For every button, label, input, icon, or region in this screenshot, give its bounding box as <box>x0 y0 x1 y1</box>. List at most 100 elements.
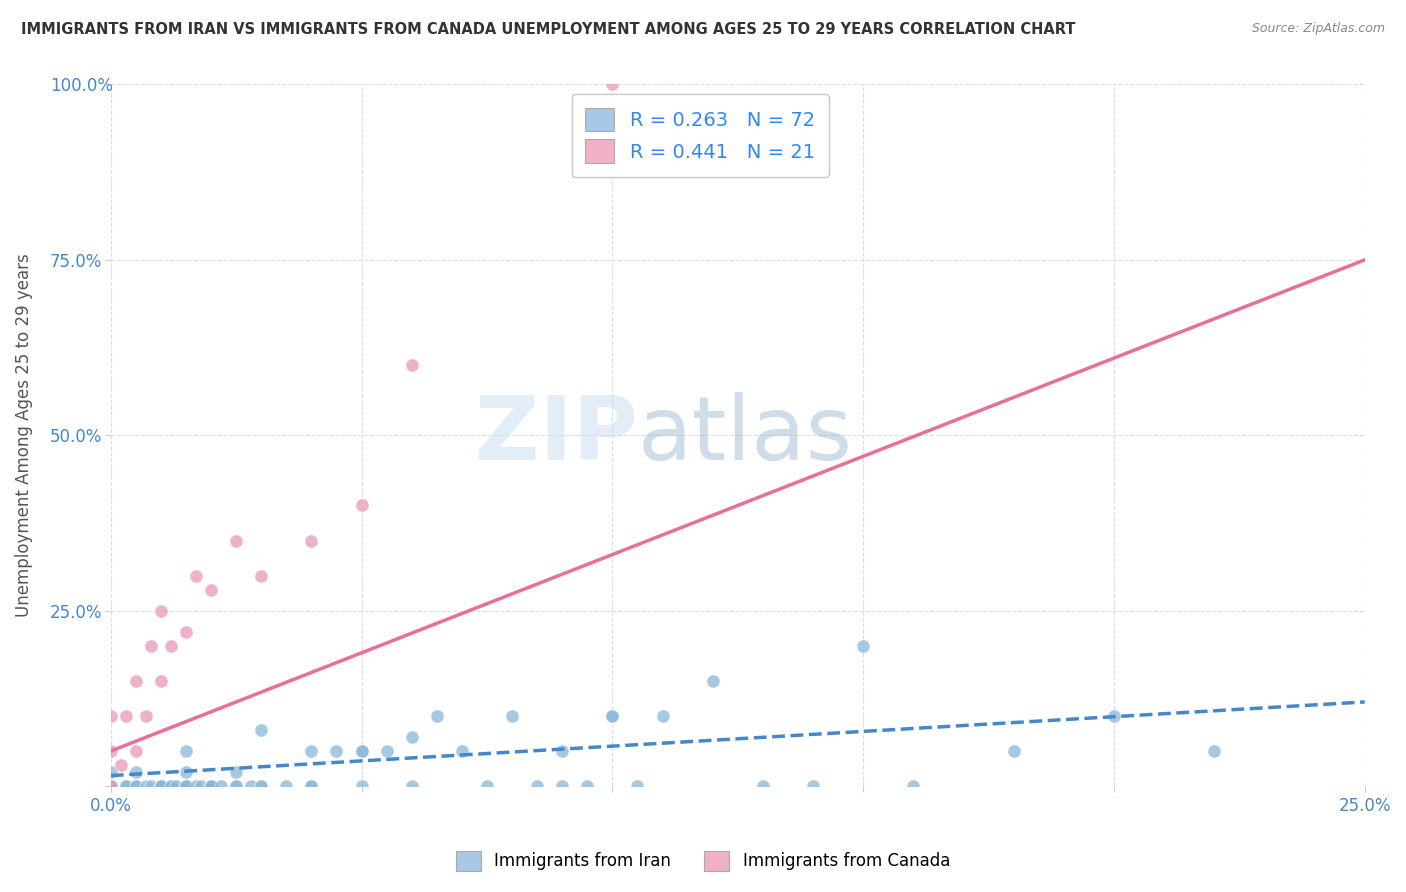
Point <box>110 758 132 772</box>
Point <box>240 779 263 793</box>
Point <box>125 673 148 688</box>
Point <box>752 779 775 793</box>
Point <box>250 779 273 793</box>
Point <box>225 533 247 548</box>
Point <box>475 779 498 793</box>
Point <box>125 779 148 793</box>
Point <box>135 709 157 723</box>
Text: ZIP: ZIP <box>475 392 637 479</box>
Point <box>299 779 322 793</box>
Point <box>626 779 648 793</box>
Point <box>174 765 197 780</box>
Y-axis label: Unemployment Among Ages 25 to 29 years: Unemployment Among Ages 25 to 29 years <box>15 253 32 617</box>
Point <box>350 744 373 758</box>
Point <box>401 779 423 793</box>
Point <box>149 779 172 793</box>
Point <box>1204 744 1226 758</box>
Point <box>299 533 322 548</box>
Point <box>200 779 222 793</box>
Point <box>149 779 172 793</box>
Point <box>426 709 449 723</box>
Point <box>225 779 247 793</box>
Point <box>276 779 298 793</box>
Point <box>551 744 574 758</box>
Point <box>114 779 136 793</box>
Point <box>125 779 148 793</box>
Point <box>225 779 247 793</box>
Point <box>149 673 172 688</box>
Point <box>139 779 162 793</box>
Point <box>602 709 624 723</box>
Point <box>602 709 624 723</box>
Legend: Immigrants from Iran, Immigrants from Canada: Immigrants from Iran, Immigrants from Ca… <box>447 842 959 880</box>
Point <box>375 744 398 758</box>
Point <box>139 639 162 653</box>
Point <box>1102 709 1125 723</box>
Point <box>149 779 172 793</box>
Point <box>250 568 273 582</box>
Point <box>174 779 197 793</box>
Point <box>801 779 824 793</box>
Point <box>135 779 157 793</box>
Legend: R = 0.263   N = 72, R = 0.441   N = 21: R = 0.263 N = 72, R = 0.441 N = 21 <box>572 95 828 177</box>
Point <box>209 779 232 793</box>
Point <box>551 779 574 793</box>
Point <box>190 779 212 793</box>
Point <box>200 779 222 793</box>
Point <box>702 673 724 688</box>
Point <box>501 709 523 723</box>
Point <box>200 779 222 793</box>
Point <box>114 779 136 793</box>
Point <box>200 779 222 793</box>
Point <box>100 779 122 793</box>
Text: IMMIGRANTS FROM IRAN VS IMMIGRANTS FROM CANADA UNEMPLOYMENT AMONG AGES 25 TO 29 : IMMIGRANTS FROM IRAN VS IMMIGRANTS FROM … <box>21 22 1076 37</box>
Point <box>160 779 183 793</box>
Point <box>225 765 247 780</box>
Point <box>174 624 197 639</box>
Point <box>100 709 122 723</box>
Point <box>174 779 197 793</box>
Point <box>100 779 122 793</box>
Point <box>100 744 122 758</box>
Point <box>852 639 875 653</box>
Point <box>174 744 197 758</box>
Point <box>125 744 148 758</box>
Text: atlas: atlas <box>637 392 852 479</box>
Point <box>160 639 183 653</box>
Point <box>100 779 122 793</box>
Point <box>160 779 183 793</box>
Point <box>165 779 187 793</box>
Point <box>1002 744 1025 758</box>
Point <box>100 765 122 780</box>
Point <box>149 779 172 793</box>
Point <box>250 723 273 737</box>
Point <box>174 779 197 793</box>
Point <box>125 765 148 780</box>
Point <box>299 744 322 758</box>
Point <box>149 604 172 618</box>
Point <box>184 779 207 793</box>
Point <box>100 779 122 793</box>
Point <box>200 582 222 597</box>
Point <box>651 709 673 723</box>
Point <box>526 779 548 793</box>
Point <box>903 779 925 793</box>
Point <box>184 568 207 582</box>
Point <box>350 744 373 758</box>
Point <box>401 730 423 744</box>
Point <box>602 78 624 92</box>
Point <box>451 744 474 758</box>
Point <box>350 779 373 793</box>
Point <box>401 358 423 372</box>
Point <box>299 779 322 793</box>
Point <box>350 499 373 513</box>
Point <box>325 744 347 758</box>
Point <box>100 779 122 793</box>
Point <box>250 779 273 793</box>
Point <box>576 779 599 793</box>
Point <box>200 779 222 793</box>
Text: Source: ZipAtlas.com: Source: ZipAtlas.com <box>1251 22 1385 36</box>
Point <box>100 779 122 793</box>
Point <box>100 779 122 793</box>
Point <box>114 709 136 723</box>
